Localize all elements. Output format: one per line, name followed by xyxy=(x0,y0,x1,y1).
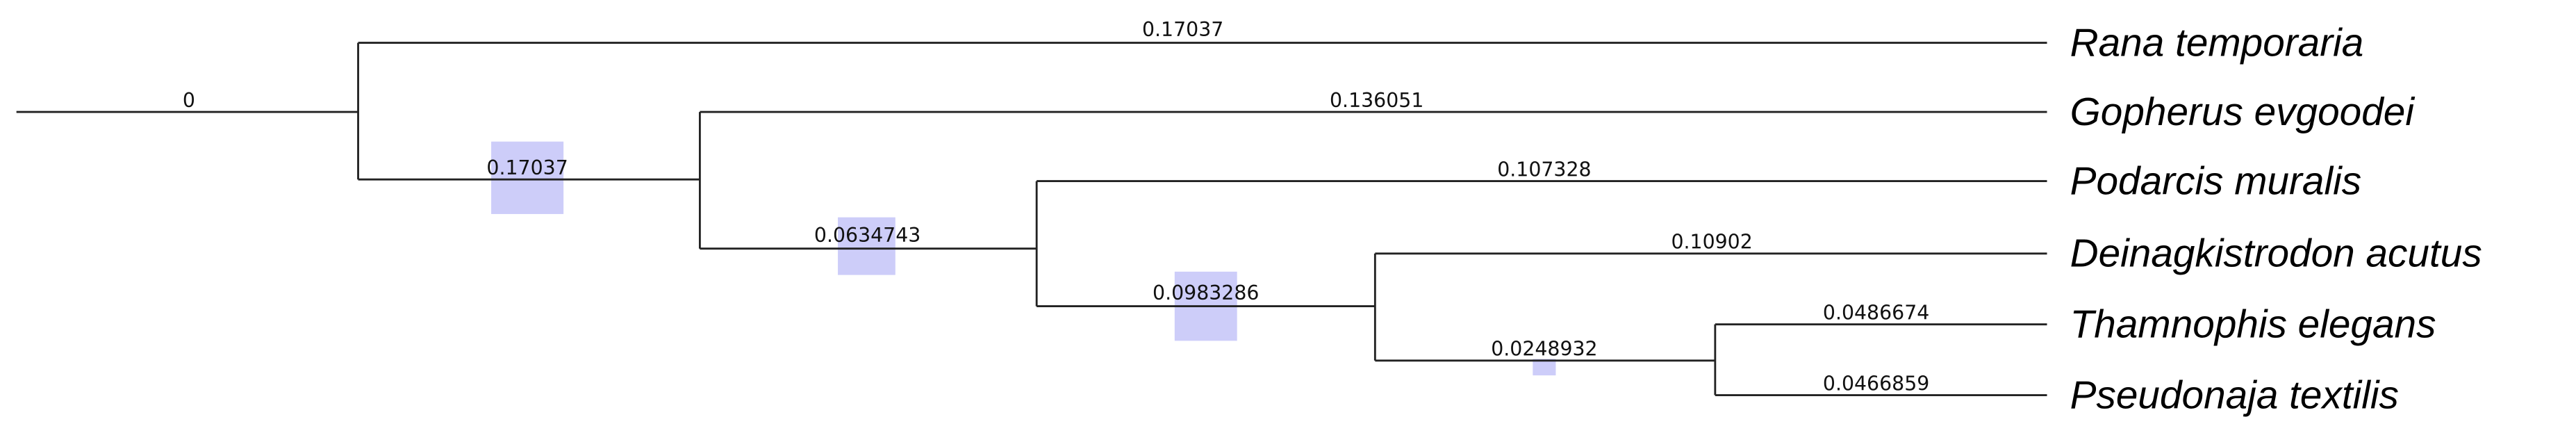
branch-label: 0.0486674 xyxy=(1823,302,1929,325)
taxon-label: Rana temporaria xyxy=(2070,21,2364,65)
branch-label: 0.0634743 xyxy=(814,224,920,247)
taxon-label: Deinagkistrodon acutus xyxy=(2070,232,2482,276)
node-bar xyxy=(838,217,895,275)
branch-label: 0.136051 xyxy=(1330,89,1423,112)
taxon-label: Pseudonaja textilis xyxy=(2070,373,2399,417)
branch-label: 0.17037 xyxy=(486,156,568,179)
branch-label: 0.107328 xyxy=(1497,158,1591,181)
branch-label: 0.0466859 xyxy=(1823,372,1929,395)
branch-label: 0.17037 xyxy=(1142,18,1223,41)
branch-label: 0 xyxy=(183,89,195,112)
branch-label: 0.10902 xyxy=(1671,231,1752,254)
branch-label: 0.0248932 xyxy=(1491,338,1597,361)
taxon-label: Thamnophis elegans xyxy=(2070,303,2436,347)
taxon-label: Gopherus evgoodei xyxy=(2070,90,2416,134)
branch-label: 0.0983286 xyxy=(1153,281,1259,304)
node-bar xyxy=(1533,359,1556,376)
node-bar xyxy=(491,141,564,214)
taxon-label: Podarcis muralis xyxy=(2070,159,2361,203)
